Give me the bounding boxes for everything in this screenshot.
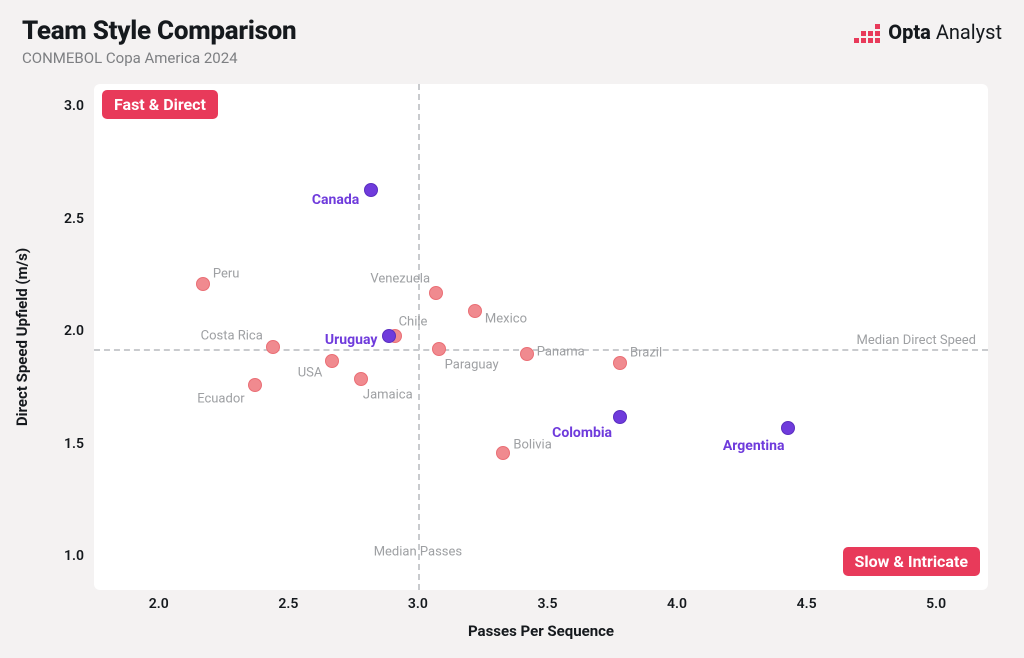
y-tick: 2.5: [64, 211, 84, 227]
median-passes-line: [418, 84, 420, 590]
x-tick: 4.5: [797, 596, 817, 612]
team-point: [266, 340, 280, 354]
team-label: Costa Rica: [201, 330, 263, 343]
y-tick: 3.0: [64, 98, 84, 114]
team-label: Jamaica: [363, 388, 413, 401]
team-label: Uruguay: [325, 333, 377, 347]
team-point: [354, 372, 368, 386]
team-label: USA: [298, 366, 323, 379]
team-point: [781, 421, 795, 435]
x-axis-label: Passes Per Sequence: [468, 622, 614, 640]
team-point: [325, 354, 339, 368]
team-point: [496, 446, 510, 460]
team-label: Brazil: [630, 346, 662, 359]
y-tick: 2.0: [64, 323, 84, 339]
team-point: [520, 347, 534, 361]
team-point: [468, 304, 482, 318]
team-label: Ecuador: [197, 393, 244, 406]
team-point: [613, 356, 627, 370]
team-point: [196, 277, 210, 291]
quadrant-badge-slow-intricate: Slow & Intricate: [843, 547, 980, 576]
x-tick: 3.0: [408, 596, 428, 612]
team-label: Mexico: [485, 313, 527, 326]
x-tick: 2.5: [278, 596, 298, 612]
team-label: Chile: [399, 315, 428, 328]
team-label: Colombia: [552, 426, 612, 440]
opta-logo: Opta Analyst: [854, 20, 1002, 44]
median-passes-label: Median Passes: [374, 544, 462, 559]
y-tick: 1.5: [64, 436, 84, 452]
team-point: [382, 329, 396, 343]
x-tick: 4.0: [667, 596, 687, 612]
team-label: Panama: [537, 345, 585, 358]
team-point: [613, 410, 627, 424]
scatter-plot: 1.01.52.02.53.02.02.53.03.54.04.55.0Dire…: [94, 84, 988, 590]
team-point: [364, 183, 378, 197]
team-point: [432, 342, 446, 356]
y-tick: 1.0: [64, 548, 84, 564]
team-point: [429, 286, 443, 300]
x-tick: 2.0: [149, 596, 169, 612]
team-label: Canada: [312, 193, 359, 207]
opta-logo-text: Opta Analyst: [888, 20, 1002, 44]
quadrant-badge-fast-direct: Fast & Direct: [102, 90, 218, 119]
x-tick: 3.5: [537, 596, 557, 612]
team-point: [248, 378, 262, 392]
team-label: Venezuela: [370, 273, 430, 286]
team-label: Peru: [213, 268, 240, 281]
team-label: Paraguay: [445, 359, 499, 372]
chart-subtitle: CONMEBOL Copa America 2024: [22, 49, 1002, 67]
y-axis-label: Direct Speed Upfield (m/s): [13, 248, 31, 426]
team-label: Argentina: [723, 439, 785, 453]
median-speed-label: Median Direct Speed: [856, 333, 976, 348]
x-tick: 5.0: [926, 596, 946, 612]
team-label: Bolivia: [513, 438, 551, 451]
opta-logo-icon: [854, 21, 882, 43]
